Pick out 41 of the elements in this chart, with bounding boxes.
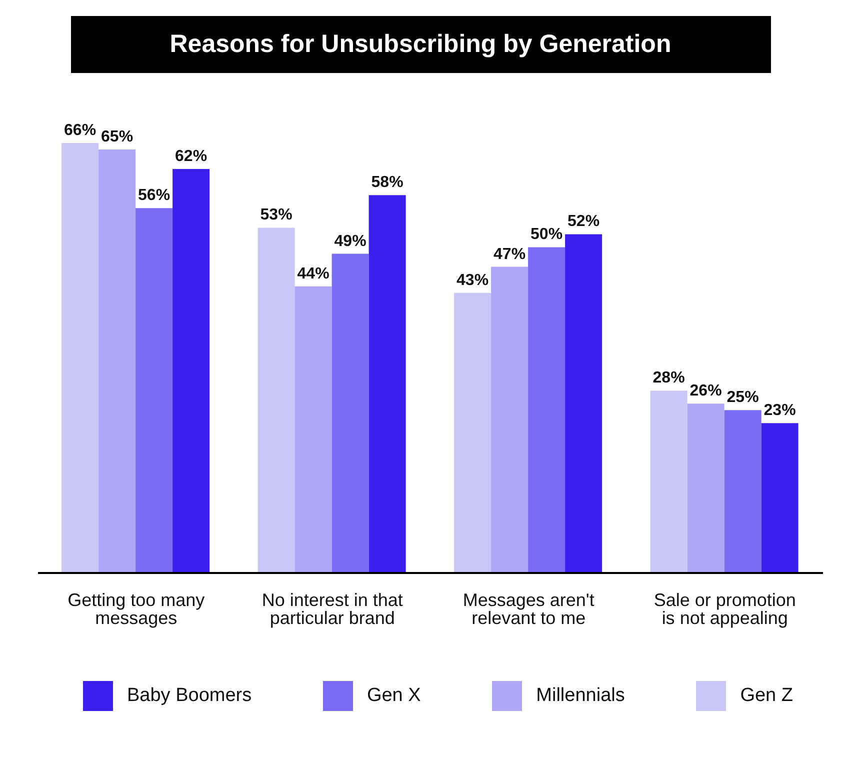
chart-title: Reasons for Unsubscribing by Generation [70,16,770,73]
bar [454,292,492,573]
bar [565,234,602,573]
bar [98,150,136,573]
bar [491,266,528,573]
data-label: 56% [138,187,170,204]
data-label: 53% [260,206,292,224]
x-tick-label: Messages aren't relevant to me [462,590,594,628]
data-label: 50% [530,226,563,244]
bar [172,169,210,573]
bar [294,286,332,573]
bar [650,390,688,573]
data-label: 58% [371,174,404,192]
data-label: 49% [334,232,366,250]
data-label: 28% [652,370,685,387]
x-tick-label: Sale or promotion is not appealing [654,590,796,628]
bar [724,410,762,573]
data-label: 43% [456,272,489,289]
legend-label: Baby Boomers [127,685,252,707]
data-label: 26% [690,382,722,400]
data-label: 47% [494,246,526,263]
legend-label: Gen X [366,685,421,707]
bar [62,143,99,573]
data-label: 25% [726,389,759,406]
data-label: 66% [64,122,96,139]
x-tick-label: Getting too many messages [68,590,205,628]
bar [368,195,406,573]
legend-label: Millennials [536,685,625,707]
legend-label: Gen Z [740,685,793,707]
x-tick-label: No interest in that particular brand [262,590,403,628]
bar [258,228,295,573]
bar [136,208,173,573]
bar [528,247,566,573]
data-label: 65% [101,128,134,146]
data-label: 52% [568,213,600,230]
data-label: 23% [764,402,796,420]
data-label: 62% [175,148,208,166]
bar [332,254,369,573]
data-label: 44% [297,265,330,282]
bar [687,404,724,573]
bar [761,423,798,573]
